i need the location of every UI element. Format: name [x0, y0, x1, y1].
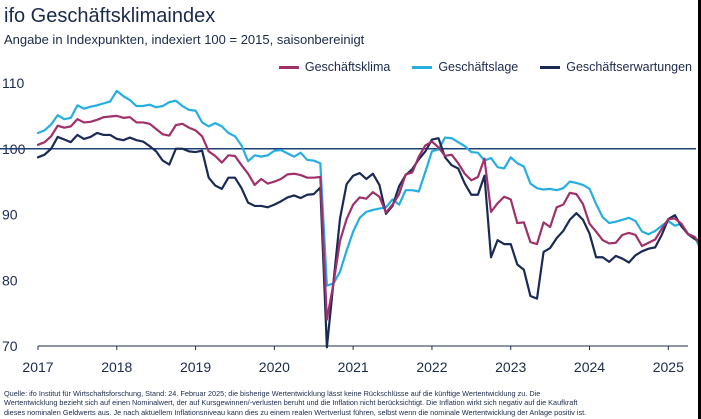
series-line-geschaeftslage: [36, 89, 698, 287]
series-line-geschaeftsklima: [36, 114, 698, 321]
chart-legend: Geschäftsklima Geschäftslage Geschäftser…: [278, 60, 692, 74]
x-tick-label-2017: 2017: [22, 359, 53, 375]
legend-swatch-geschaeftsklima: [278, 65, 299, 69]
legend-swatch-geschaeftserwartungen: [540, 65, 561, 69]
legend-swatch-geschaeftslage: [412, 65, 433, 69]
legend-label-geschaeftslage: Geschäftslage: [438, 60, 519, 74]
x-tick-label-2022: 2022: [416, 359, 447, 375]
footnote-line-2: Wertentwicklung bezieht sich auf einen N…: [4, 398, 578, 408]
legend-label-geschaeftsklima: Geschäftsklima: [304, 60, 391, 74]
x-tick-label-2021: 2021: [338, 359, 369, 375]
source-footnote: Quelle: ifo Institut für Wirtschaftsfors…: [4, 389, 694, 417]
x-tick-label-2020: 2020: [259, 359, 290, 375]
footnote-line-1: Quelle: ifo Institut für Wirtschaftsfors…: [4, 389, 541, 398]
x-tick-label-2018: 2018: [101, 359, 132, 375]
y-tick-label-90: 90: [2, 207, 18, 223]
x-tick-label-2023: 2023: [495, 359, 526, 375]
y-tick-label-80: 80: [2, 272, 18, 288]
chart-title: ifo Geschäftsklimaindex: [4, 5, 216, 27]
series-line-geschaeftserwartungen: [36, 131, 698, 349]
footnote-line-3: dieses nominalen Geldwerts aus. Je nach …: [4, 407, 587, 417]
legend-label-geschaeftserwartungen: Geschäftserwartungen: [566, 60, 692, 74]
x-tick-label-2025: 2025: [653, 359, 684, 375]
y-tick-label-70: 70: [2, 338, 18, 354]
x-tick-label-2019: 2019: [180, 359, 211, 375]
legend-item-geschaeftslage: Geschäftslage: [412, 60, 518, 74]
legend-item-geschaeftsklima: Geschäftsklima: [278, 60, 391, 74]
x-tick-label-2024: 2024: [574, 359, 605, 375]
legend-item-geschaeftserwartungen: Geschäftserwartungen: [540, 60, 692, 74]
chart-subtitle: Angabe in Indexpunkten, indexiert 100 = …: [4, 32, 365, 47]
y-tick-label-110: 110: [2, 75, 25, 91]
